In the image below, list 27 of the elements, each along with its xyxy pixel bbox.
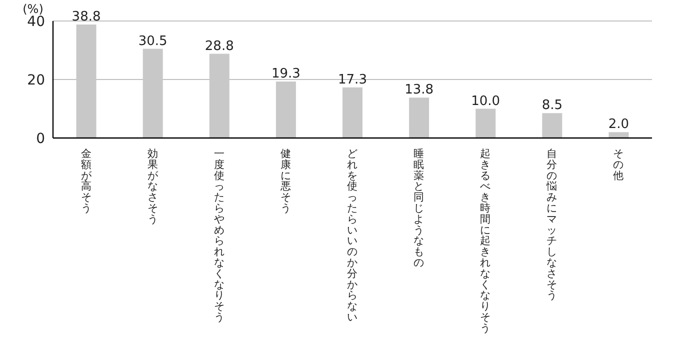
bar bbox=[476, 108, 496, 138]
bar bbox=[542, 113, 562, 138]
data-label: 8.5 bbox=[542, 98, 563, 114]
x-tick-label: 効果がなさそう bbox=[147, 147, 160, 226]
y-tick-label: 40 bbox=[27, 14, 45, 30]
data-label: 17.3 bbox=[338, 72, 367, 88]
bar bbox=[409, 98, 430, 138]
y-axis-title: (%) bbox=[22, 2, 44, 16]
x-tick-label: その他 bbox=[613, 148, 624, 182]
category-label: 自分の悩みにマッチしなさそう bbox=[546, 148, 558, 302]
data-label: 10.0 bbox=[471, 94, 500, 109]
data-label: 13.8 bbox=[404, 82, 434, 98]
x-tick-label: 健康に悪そう bbox=[279, 148, 292, 214]
data-label: 38.8 bbox=[72, 10, 101, 25]
data-label: 28.8 bbox=[204, 38, 234, 54]
data-label: 2.0 bbox=[608, 117, 630, 132]
category-label: 一度使ったらやめられなくなりそう bbox=[214, 148, 225, 324]
category-label: 起きるべき時間に起きれなくなりそう bbox=[480, 148, 492, 334]
y-tick-label: 0 bbox=[36, 131, 45, 147]
category-label: 睡眠薬と同じようなもの bbox=[414, 148, 425, 269]
x-tick-label: 金額が高そう bbox=[80, 148, 93, 214]
bar bbox=[608, 132, 629, 138]
bar bbox=[342, 87, 362, 138]
data-label: 30.5 bbox=[138, 34, 168, 49]
category-label: どれを使ったらいいのか分からない bbox=[347, 148, 358, 324]
data-label: 19.3 bbox=[271, 66, 300, 82]
y-tick-label: 20 bbox=[27, 72, 45, 88]
